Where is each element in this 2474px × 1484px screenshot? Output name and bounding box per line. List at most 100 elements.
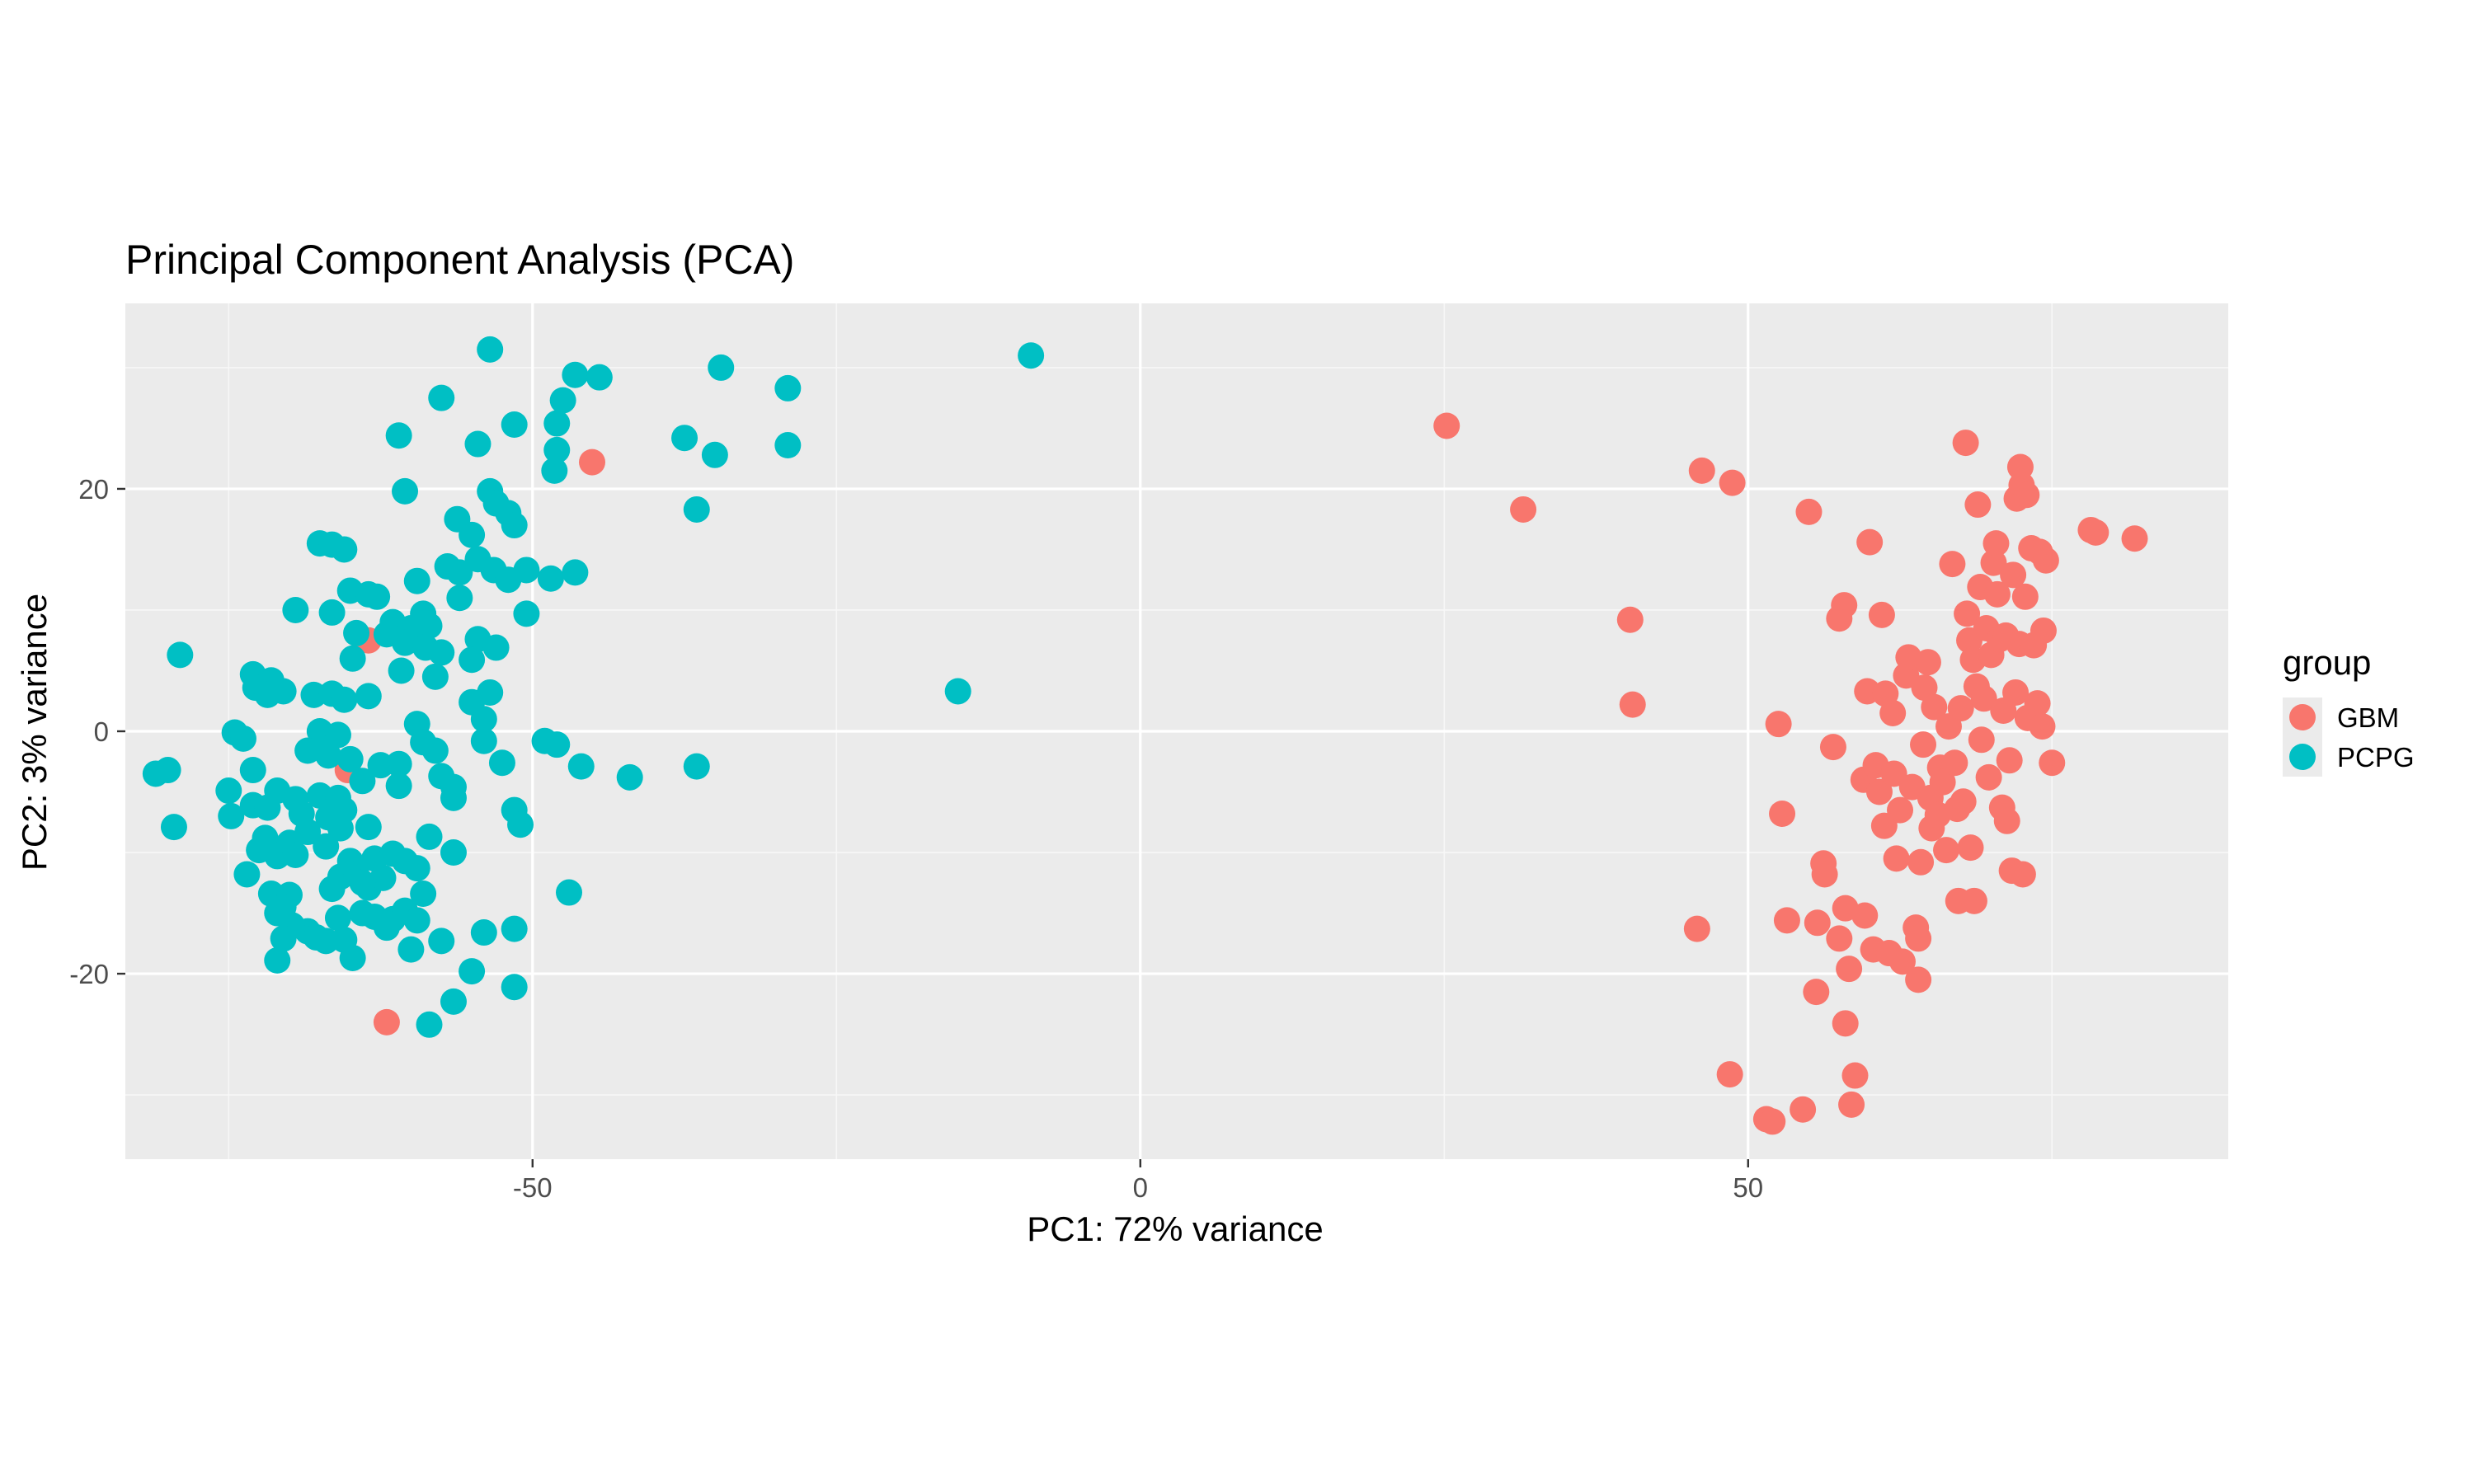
data-point — [1888, 948, 1916, 975]
data-point — [229, 725, 256, 752]
data-point — [315, 742, 342, 769]
data-point — [507, 811, 534, 838]
x-axis-title: PC1: 72% variance — [1027, 1209, 1324, 1248]
data-point — [541, 457, 568, 484]
data-point — [270, 925, 297, 952]
data-point — [331, 686, 358, 713]
data-point — [1993, 807, 2020, 834]
data-point — [2082, 519, 2109, 546]
data-point — [1996, 747, 2023, 774]
data-point — [373, 914, 400, 942]
data-point — [1716, 1061, 1743, 1088]
data-point — [364, 583, 391, 610]
data-point — [215, 777, 242, 805]
data-point — [501, 411, 528, 439]
data-point — [701, 441, 728, 468]
x-tick-label: 50 — [1733, 1172, 1763, 1203]
data-point — [270, 678, 297, 705]
data-point — [446, 585, 473, 612]
data-point — [586, 364, 613, 391]
data-point — [501, 974, 528, 1001]
data-point — [416, 1011, 443, 1038]
data-point — [1811, 861, 1838, 888]
data-point — [385, 750, 412, 777]
data-point — [562, 361, 589, 388]
data-point — [1968, 726, 1995, 754]
data-point — [488, 749, 515, 777]
data-point — [2013, 481, 2040, 509]
data-point — [1960, 887, 1987, 914]
y-tick-label: 0 — [94, 716, 109, 747]
data-point — [1765, 711, 1792, 738]
data-point — [495, 566, 522, 594]
y-axis-title: PC2: 3% variance — [15, 594, 54, 871]
data-point — [1883, 845, 1910, 872]
data-point — [392, 629, 419, 656]
legend: group GBM PCPG — [2283, 643, 2415, 777]
data-point — [1803, 979, 1830, 1006]
data-point — [403, 907, 430, 934]
data-point — [2029, 713, 2056, 740]
data-point — [1819, 734, 1846, 761]
data-point — [543, 410, 571, 437]
data-point — [355, 683, 382, 710]
data-point — [1880, 760, 1907, 787]
data-point — [1975, 763, 2002, 791]
y-tick-label: 20 — [78, 474, 109, 505]
data-point — [1841, 1062, 1869, 1089]
data-point — [294, 819, 322, 846]
data-point — [264, 946, 291, 974]
data-point — [1616, 606, 1644, 633]
data-point — [683, 495, 710, 523]
data-point — [1836, 956, 1863, 983]
data-point — [349, 869, 376, 896]
data-point — [671, 425, 698, 452]
data-point — [482, 634, 510, 661]
data-point — [2000, 561, 2027, 589]
data-point — [294, 737, 322, 764]
data-point — [324, 721, 351, 749]
y-tick-label: -20 — [69, 959, 109, 989]
data-point — [543, 436, 571, 463]
data-point — [397, 936, 425, 963]
data-point — [1983, 580, 2011, 608]
data-point — [282, 841, 309, 868]
data-point — [1773, 907, 1800, 934]
data-point — [1933, 837, 1960, 864]
data-point — [388, 657, 415, 684]
data-point — [1795, 498, 1823, 525]
data-point — [1688, 457, 1715, 484]
data-point — [403, 567, 430, 594]
data-point — [416, 823, 443, 850]
data-point — [774, 432, 802, 459]
data-point — [1952, 430, 1979, 457]
data-point — [1832, 1010, 1859, 1037]
data-point — [410, 881, 437, 908]
data-point — [282, 596, 309, 623]
data-point — [1856, 528, 1884, 556]
data-point — [1941, 749, 1968, 777]
data-point — [254, 794, 281, 821]
data-point — [233, 861, 261, 888]
data-point — [318, 599, 346, 626]
data-point — [403, 855, 430, 882]
data-point — [1905, 925, 1932, 952]
data-point — [440, 988, 467, 1015]
data-point — [1759, 1108, 1786, 1135]
data-point — [470, 919, 497, 946]
data-point — [313, 833, 340, 860]
data-point — [1980, 549, 2007, 576]
data-point — [1790, 1096, 1817, 1123]
data-point — [1826, 925, 1853, 952]
data-point — [446, 559, 473, 586]
data-point — [1838, 1091, 1865, 1118]
data-point — [470, 706, 497, 733]
data-point — [385, 422, 412, 449]
data-point — [160, 814, 187, 841]
data-point — [774, 374, 802, 402]
x-tick-label: -50 — [513, 1172, 553, 1203]
data-point — [537, 565, 564, 592]
data-point — [1914, 649, 1941, 676]
data-point — [2024, 690, 2051, 717]
